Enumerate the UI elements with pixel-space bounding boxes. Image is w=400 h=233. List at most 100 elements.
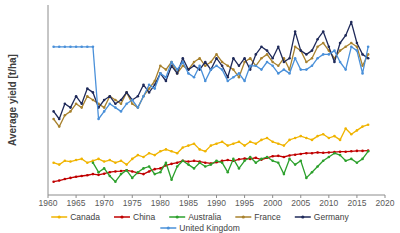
series-point <box>198 65 201 68</box>
series-point <box>80 175 83 178</box>
series-point <box>69 177 72 180</box>
series-point <box>198 57 201 60</box>
series-point <box>305 61 308 64</box>
series-point <box>294 137 297 140</box>
series-point <box>283 144 286 147</box>
series-point <box>120 99 123 102</box>
series-point <box>271 141 274 144</box>
series-point <box>266 156 269 159</box>
series-point <box>260 158 263 161</box>
legend-marker <box>301 215 304 218</box>
series-point <box>316 165 319 168</box>
x-tick-label: 1975 <box>123 198 142 208</box>
series-point <box>114 106 117 109</box>
series-point <box>344 160 347 163</box>
series-point <box>350 133 353 136</box>
legend-row: CanadaChinaAustraliaFranceGermany <box>51 212 349 222</box>
series-line <box>54 43 369 127</box>
series-point <box>350 150 353 153</box>
series-point <box>193 142 196 145</box>
series-point <box>52 46 55 49</box>
series-point <box>159 167 162 170</box>
series-point <box>221 68 224 71</box>
series-point <box>125 163 128 166</box>
series-point <box>58 46 61 49</box>
series-point <box>344 34 347 37</box>
series-point <box>311 152 314 155</box>
series-point <box>226 80 229 83</box>
series-point <box>356 150 359 153</box>
legend-swatch <box>169 216 185 218</box>
series-point <box>260 68 263 71</box>
series-point <box>322 160 325 163</box>
series-point <box>266 61 269 64</box>
series-point <box>305 137 308 140</box>
series-point <box>215 142 218 145</box>
series-point <box>361 53 364 56</box>
series-point <box>131 103 134 106</box>
series-point <box>103 106 106 109</box>
series-point <box>344 46 347 49</box>
series-point <box>299 160 302 163</box>
series-point <box>148 170 151 173</box>
series-point <box>271 57 274 60</box>
series-point <box>322 152 325 155</box>
series-point <box>142 84 145 87</box>
series-point <box>52 118 55 121</box>
series-point <box>249 156 252 159</box>
series-point <box>356 129 359 132</box>
series-point <box>64 178 67 181</box>
series-point <box>86 161 89 164</box>
series-point <box>260 57 263 60</box>
series-point <box>226 144 229 147</box>
series-point <box>299 49 302 52</box>
series-point <box>255 142 258 145</box>
series-point <box>92 91 95 94</box>
series-point <box>339 42 342 45</box>
series-point <box>294 163 297 166</box>
series-point <box>271 61 274 64</box>
series-point <box>322 30 325 33</box>
series-point <box>333 61 336 64</box>
series-point <box>243 160 246 163</box>
series-point <box>52 180 55 183</box>
series-point <box>159 171 162 174</box>
x-tick-label: 1965 <box>67 198 86 208</box>
series-point <box>322 133 325 136</box>
series-point <box>311 49 314 52</box>
legend-item: France <box>235 212 281 222</box>
legend-marker <box>242 215 245 218</box>
series-point <box>328 137 331 140</box>
series-point <box>221 65 224 68</box>
series-point <box>299 68 302 71</box>
series-point <box>249 57 252 60</box>
series-point <box>142 95 145 98</box>
series-point <box>137 106 140 109</box>
series-point <box>367 46 370 49</box>
series-point <box>266 53 269 56</box>
series-point <box>350 46 353 49</box>
series-point <box>226 171 229 174</box>
series-point <box>108 95 111 98</box>
series-point <box>120 110 123 113</box>
series-point <box>299 135 302 138</box>
series-line <box>93 151 368 181</box>
x-tick-label: 1980 <box>151 198 170 208</box>
series-point <box>153 154 156 157</box>
series-point <box>170 61 173 64</box>
series-point <box>238 65 241 68</box>
legend-label: Canada <box>70 212 100 222</box>
series-point <box>367 57 370 60</box>
legend-label: France <box>254 212 281 222</box>
series-point <box>210 144 213 147</box>
x-tick-label: 1970 <box>95 198 114 208</box>
series-point <box>159 72 162 75</box>
series-point <box>114 170 117 173</box>
series-point <box>131 99 134 102</box>
series-point <box>221 161 224 164</box>
series-point <box>339 49 342 52</box>
series-point <box>311 57 314 60</box>
series-point <box>299 49 302 52</box>
series-point <box>333 152 336 155</box>
series-point <box>299 153 302 156</box>
